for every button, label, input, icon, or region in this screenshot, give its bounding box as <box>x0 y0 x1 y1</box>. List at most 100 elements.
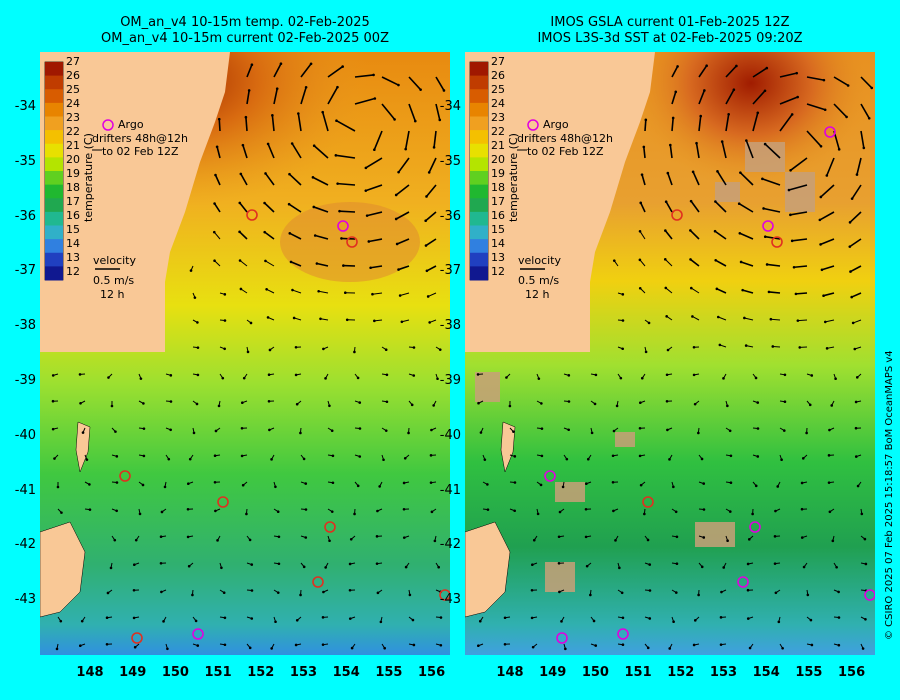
current-arrow-head <box>432 404 435 407</box>
current-arrow-head <box>132 588 136 592</box>
current-arrow-head <box>413 119 417 123</box>
current-arrow-head <box>512 430 515 433</box>
current-arrow <box>370 265 383 269</box>
current-arrow-head <box>638 258 642 262</box>
x-tick-label: 152 <box>667 665 695 680</box>
current-arrow-head <box>831 539 835 543</box>
current-arrow-head <box>295 618 299 622</box>
current-arrow-head <box>139 377 143 380</box>
drifters-line2: to 02 Feb 12Z <box>527 145 604 158</box>
current-arrow-head <box>691 315 694 318</box>
current-arrow <box>779 72 797 78</box>
current-arrow-head <box>643 512 646 516</box>
current-arrow <box>214 174 221 186</box>
current-arrow-head <box>196 373 200 377</box>
current-arrow-head <box>348 617 352 620</box>
current-arrow-head <box>309 62 313 66</box>
current-arrow-head <box>214 173 217 177</box>
current-arrow <box>425 184 437 197</box>
current-arrow-head <box>397 170 400 174</box>
current-arrow-head <box>107 376 110 379</box>
current-arrow-head <box>294 345 298 349</box>
current-arrow-head <box>402 536 406 539</box>
current-arrow-head <box>715 287 719 291</box>
current-arrow-head <box>372 73 375 77</box>
current-arrow-head <box>223 319 227 322</box>
current-arrow-head <box>353 512 356 516</box>
colorbar-tick: 13 <box>491 250 505 264</box>
current-arrow-head <box>503 616 507 620</box>
current-arrow-head <box>751 512 754 516</box>
colorbar-tick: 20 <box>491 152 505 166</box>
current-arrow-head <box>189 269 193 272</box>
current-arrow-head <box>240 401 244 404</box>
current-arrow-head <box>693 619 697 622</box>
colorbar-tick: 17 <box>491 194 505 208</box>
current-arrow-head <box>864 562 868 566</box>
current-arrow <box>671 66 679 78</box>
current-arrow-head <box>400 320 404 324</box>
current-arrow-head <box>271 114 274 117</box>
current-arrow-head <box>80 619 84 623</box>
current-arrow-head <box>239 287 243 291</box>
current-arrow <box>428 157 437 173</box>
current-arrow-head <box>567 428 570 432</box>
current-arrow-head <box>531 563 534 567</box>
current-arrow <box>435 76 445 91</box>
current-arrow-head <box>483 458 487 461</box>
left-map-svg <box>40 52 450 655</box>
current-arrow-head <box>801 457 805 460</box>
current-arrow-head <box>51 399 55 403</box>
current-arrow-head <box>348 588 352 592</box>
current-arrow-head <box>365 214 369 217</box>
y-tick-label: -42 <box>439 537 461 553</box>
current-arrow <box>745 140 754 159</box>
current-arrow-head <box>513 509 516 513</box>
current-arrow-head <box>321 643 325 646</box>
colorbar-tick: 26 <box>491 68 505 82</box>
current-arrow-head <box>430 510 434 514</box>
current-arrow <box>318 290 329 294</box>
velocity-value: 0.5 m/s <box>93 274 135 287</box>
colorbar-tick: 19 <box>491 166 505 180</box>
x-tick-label: 155 <box>375 665 403 680</box>
y-tick-label: -37 <box>14 263 36 279</box>
current-arrow-head <box>438 348 442 351</box>
current-arrow <box>271 115 275 132</box>
current-arrow <box>792 238 808 242</box>
drifter-marker <box>119 470 131 482</box>
y-tick-label: -39 <box>439 373 461 388</box>
current-arrow-head <box>747 538 751 541</box>
current-arrow-head <box>382 458 385 462</box>
current-arrow-head <box>741 288 744 292</box>
velocity-value: 0.5 m/s <box>518 274 560 287</box>
current-arrow-head <box>291 288 294 292</box>
current-arrow-head <box>798 346 802 349</box>
current-arrow-head <box>648 563 652 566</box>
drifter-marker <box>324 521 336 533</box>
drifter-marker <box>312 576 324 588</box>
colorbar-tick: 24 <box>66 96 80 110</box>
current-arrow-head <box>615 404 619 408</box>
current-arrow-head <box>167 457 171 461</box>
current-arrow-head <box>223 616 227 620</box>
current-arrow-head <box>486 508 490 511</box>
current-arrow-head <box>324 377 327 380</box>
current-arrow-head <box>773 535 777 538</box>
current-arrow-head <box>367 240 371 243</box>
current-arrow-head <box>295 402 299 406</box>
current-arrow-head <box>142 454 146 458</box>
current-arrow-head <box>716 170 719 173</box>
current-arrow-head <box>342 264 345 267</box>
drifter-marker <box>642 496 654 508</box>
current-arrow <box>779 113 793 132</box>
colorbar-tick: 21 <box>491 138 505 152</box>
current-arrow-head <box>439 643 443 647</box>
current-arrow-head <box>810 643 814 647</box>
current-arrow-head <box>430 428 433 432</box>
current-arrow <box>716 288 727 294</box>
current-arrow-head <box>530 588 534 592</box>
colorbar-tick: 26 <box>66 68 80 82</box>
current-arrow-head <box>827 454 831 457</box>
current-arrow <box>849 238 862 248</box>
